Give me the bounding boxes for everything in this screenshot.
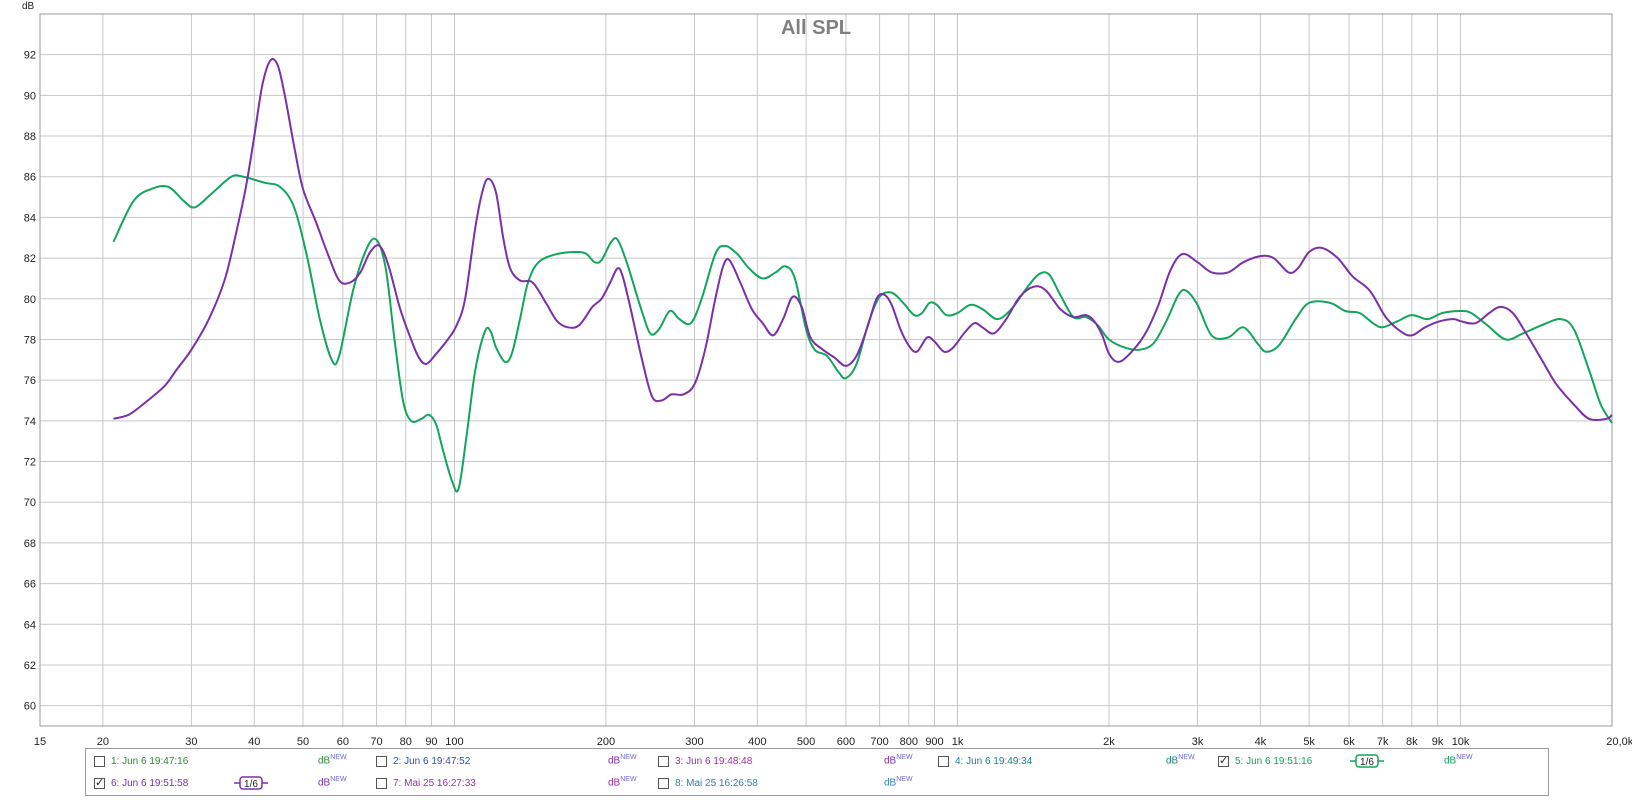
- chart-grid: [40, 14, 1612, 726]
- db-badge-8[interactable]: dBNEW: [884, 776, 913, 789]
- x-axis-ticks: 15 20 30 40 50 60 70 80 90 100 200 300 400 500 600 700 8…: [34, 736, 1632, 748]
- x-tick-label: 3k: [1192, 736, 1204, 748]
- x-tick-label: 300: [685, 736, 703, 748]
- db-badge-6[interactable]: dBNEW: [318, 776, 347, 789]
- legend-label-5: 5: Jun 6 19:51:16: [1235, 755, 1313, 767]
- series-line-2: [113, 58, 1613, 422]
- x-tick-label: 15: [34, 736, 46, 748]
- legend-item-4[interactable]: 4: Jun 6 19:49:34: [938, 750, 1032, 772]
- y-tick-label: 70: [24, 497, 36, 509]
- x-tick-label: 50: [297, 736, 309, 748]
- legend-row-2: 6: Jun 6 19:51:58 1/6 dBNEW 7: Mai 25 16…: [86, 772, 1548, 794]
- y-tick-label: 74: [24, 416, 36, 428]
- y-tick-label: 72: [24, 457, 36, 469]
- legend-item-8[interactable]: 8: Mai 25 16:26:58: [658, 772, 758, 794]
- legend-item-7[interactable]: 7: Mai 25 16:27:33: [376, 772, 476, 794]
- checkbox-3[interactable]: [658, 755, 669, 767]
- y-tick-label: 78: [24, 334, 36, 346]
- x-tick-label: 2k: [1103, 736, 1115, 748]
- y-tick-label: 82: [24, 253, 36, 265]
- db-badge-4[interactable]: dBNEW: [1166, 754, 1195, 767]
- legend-row-1: 1: Jun 6 19:47:16 dBNEW 2: Jun 6 19:47:5…: [86, 750, 1548, 772]
- smoothing-icon-6[interactable]: 1/6: [234, 775, 268, 791]
- legend-panel: 1: Jun 6 19:47:16 dBNEW 2: Jun 6 19:47:5…: [85, 748, 1549, 796]
- x-tick-label: 80: [400, 736, 412, 748]
- x-tick-label: 7k: [1377, 736, 1389, 748]
- legend-label-3: 3: Jun 6 19:48:48: [675, 755, 753, 767]
- x-tick-label: 800: [900, 736, 918, 748]
- y-tick-label: 92: [24, 50, 36, 62]
- plot-area-border: [39, 13, 1613, 727]
- smoothing-icon-5[interactable]: 1/6: [1350, 753, 1384, 769]
- y-tick-label: 80: [24, 294, 36, 306]
- db-badge-1[interactable]: dBNEW: [318, 754, 347, 767]
- db-badge-3[interactable]: dBNEW: [884, 754, 913, 767]
- checkbox-6[interactable]: [94, 776, 105, 789]
- legend-label-2: 2: Jun 6 19:47:52: [393, 755, 471, 767]
- checkbox-7[interactable]: [376, 777, 387, 789]
- x-tick-label: 700: [870, 736, 888, 748]
- legend-label-4: 4: Jun 6 19:49:34: [955, 755, 1033, 767]
- x-tick-label: 30: [185, 736, 197, 748]
- legend-label-8: 8: Mai 25 16:26:58: [675, 777, 758, 789]
- y-tick-label: 60: [24, 701, 36, 713]
- y-tick-label: 62: [24, 660, 36, 672]
- x-tick-label: 500: [797, 736, 815, 748]
- db-badge-2[interactable]: dBNEW: [608, 754, 637, 767]
- smoothing-label-6: 1/6: [244, 779, 258, 790]
- y-tick-label: 88: [24, 131, 36, 143]
- x-tick-label: 8k: [1406, 736, 1418, 748]
- x-tick-label: 90: [425, 736, 437, 748]
- x-tick-label: 4k: [1255, 736, 1267, 748]
- legend-label-1: 1: Jun 6 19:47:16: [111, 755, 189, 767]
- db-badge-7[interactable]: dBNEW: [608, 776, 637, 789]
- checkbox-1[interactable]: [94, 755, 105, 767]
- x-tick-label: 60: [337, 736, 349, 748]
- y-tick-label: 76: [24, 375, 36, 387]
- checkbox-2[interactable]: [376, 755, 387, 767]
- legend-label-7: 7: Mai 25 16:27:33: [393, 777, 476, 789]
- legend-item-5[interactable]: 5: Jun 6 19:51:16: [1218, 750, 1312, 772]
- x-tick-label: 900: [925, 736, 943, 748]
- x-tick-label: 5k: [1303, 736, 1315, 748]
- x-tick-label: 20: [97, 736, 109, 748]
- y-tick-label: 66: [24, 579, 36, 591]
- legend-item-3[interactable]: 3: Jun 6 19:48:48: [658, 750, 752, 772]
- x-tick-label: 70: [370, 736, 382, 748]
- x-tick-label: 10k: [1452, 736, 1470, 748]
- checkbox-4[interactable]: [938, 755, 949, 767]
- y-axis-ticks: 60 62 64 66 68 70 72 74 76 78 80 82 84 86 88 90 92: [24, 50, 36, 713]
- legend-item-1[interactable]: 1: Jun 6 19:47:16: [94, 750, 188, 772]
- x-tick-label: 200: [597, 736, 615, 748]
- y-tick-label: 84: [24, 212, 36, 224]
- spl-chart: 60 62 64 66 68 70 72 74 76 78 80 82 84 86 88 90 92 15 20 3…: [22, 1, 1632, 748]
- y-tick-label: 64: [24, 619, 36, 631]
- checkbox-5[interactable]: [1218, 754, 1229, 767]
- y-tick-label: 90: [24, 90, 36, 102]
- chart-series: [112, 58, 1613, 493]
- legend-item-6[interactable]: 6: Jun 6 19:51:58: [94, 772, 188, 794]
- chart-title: All SPL: [781, 17, 851, 39]
- x-tick-label: 600: [837, 736, 855, 748]
- x-tick-label: 400: [748, 736, 766, 748]
- x-tick-label: 6k: [1343, 736, 1355, 748]
- y-tick-label: 86: [24, 172, 36, 184]
- db-badge-5[interactable]: dBNEW: [1444, 754, 1473, 767]
- x-tick-label: 1k: [952, 736, 964, 748]
- x-tick-label: 20,0k Hz: [1606, 736, 1632, 748]
- series-line-1: [112, 174, 1613, 493]
- y-axis-label: dB: [22, 1, 35, 12]
- checkbox-8[interactable]: [658, 777, 669, 789]
- x-tick-label: 40: [248, 736, 260, 748]
- smoothing-label-5: 1/6: [1360, 757, 1374, 768]
- legend-label-6: 6: Jun 6 19:51:58: [111, 777, 189, 789]
- x-tick-label: 100: [445, 736, 463, 748]
- y-tick-label: 68: [24, 538, 36, 550]
- x-tick-label: 9k: [1432, 736, 1444, 748]
- legend-item-2[interactable]: 2: Jun 6 19:47:52: [376, 750, 470, 772]
